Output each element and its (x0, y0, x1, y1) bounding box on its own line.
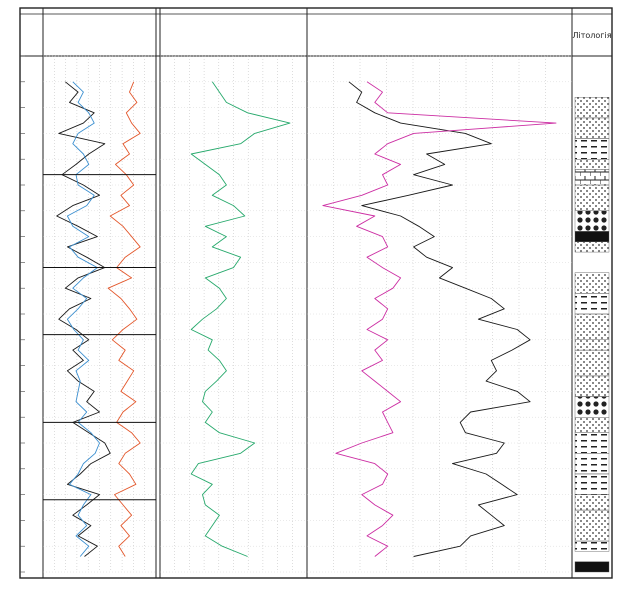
series-line-1-2 (66, 81, 100, 557)
lithology-interval (574, 339, 610, 351)
lithology-interval (574, 453, 610, 475)
zone-boundaries (43, 174, 156, 501)
lithology-interval (574, 432, 610, 454)
track-2 (160, 55, 307, 573)
chart-frame (19, 7, 613, 579)
lithology-interval (574, 169, 610, 186)
lithology-interval (574, 396, 610, 418)
lithology-interval (574, 313, 610, 340)
series-line-2-1 (190, 81, 291, 557)
lithology-column (574, 97, 610, 573)
lithology-interval (574, 540, 610, 552)
series-line-3-1 (348, 81, 531, 557)
lithology-interval (574, 117, 610, 139)
lithology-interval (574, 241, 610, 253)
lithology-interval (574, 210, 610, 232)
lithology-interval (574, 272, 610, 294)
lithology-interval (574, 97, 610, 119)
track-1 (43, 55, 156, 573)
series-line-3-2 (322, 81, 557, 557)
chart-header: Лiтологiя (572, 31, 611, 40)
lithology-interval (574, 138, 610, 160)
lithology-interval (574, 494, 610, 511)
lithology-interval (574, 417, 610, 433)
track-3 (307, 55, 572, 573)
lithology-interval (574, 184, 610, 211)
lithology-interval (574, 509, 610, 542)
log-tracks (43, 55, 572, 573)
lithology-header: Лiтологiя (572, 31, 611, 40)
lithology-interval (574, 349, 610, 377)
lithology-interval (574, 473, 610, 495)
lithology-interval (574, 561, 610, 573)
outer-border (19, 7, 613, 579)
lithology-interval (574, 375, 610, 397)
series-line-1-1 (56, 81, 111, 557)
lithology-interval (574, 293, 610, 315)
series-line-1-3 (107, 81, 141, 557)
lithology-interval (574, 231, 610, 242)
lithology-interval (574, 158, 610, 170)
